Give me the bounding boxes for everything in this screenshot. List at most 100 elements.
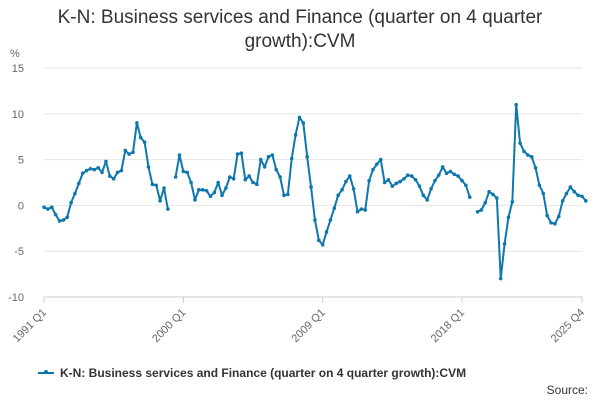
x-tick-label: 2009 Q1 — [289, 307, 327, 345]
data-point — [390, 184, 395, 188]
data-point — [235, 152, 240, 156]
data-point — [433, 178, 437, 183]
data-point — [258, 157, 263, 162]
data-point — [181, 169, 186, 174]
data-point — [332, 206, 337, 210]
data-point — [549, 221, 553, 225]
data-point — [324, 230, 329, 234]
series-line-segment-1 — [43, 121, 169, 222]
chart-title-line-2: growth):CVM — [244, 31, 356, 52]
data-point — [77, 181, 81, 186]
data-point — [274, 167, 279, 172]
data-point — [355, 210, 360, 214]
data-point — [584, 199, 588, 203]
data-point — [193, 198, 197, 202]
chart-title: K-N: Business services and Finance (quar… — [0, 6, 600, 54]
legend-series-label: K-N: Business services and Finance (quar… — [60, 366, 467, 380]
data-point — [421, 193, 426, 198]
data-point — [100, 170, 104, 175]
data-point — [127, 152, 131, 156]
data-point — [293, 133, 298, 137]
data-point — [436, 173, 441, 177]
data-point — [386, 177, 391, 182]
data-point — [522, 149, 526, 154]
data-point — [231, 177, 236, 181]
data-point — [309, 185, 313, 189]
data-point — [456, 174, 460, 178]
y-tick-label: 15 — [12, 63, 24, 75]
data-point — [464, 183, 468, 188]
data-point — [243, 177, 248, 182]
data-point — [278, 175, 282, 179]
data-point — [104, 159, 108, 164]
data-point — [556, 214, 561, 219]
legend-series-swatch-icon — [38, 370, 54, 374]
data-point — [138, 135, 143, 140]
data-point — [286, 192, 290, 197]
series-line-segment-3 — [477, 103, 587, 280]
data-point — [347, 174, 352, 178]
data-point — [553, 221, 557, 226]
data-point — [197, 188, 201, 192]
data-point — [398, 179, 402, 184]
data-point — [123, 148, 128, 153]
data-point — [42, 205, 46, 210]
data-point — [80, 171, 85, 176]
y-axis: % -10 -5 0 5 10 15 — [8, 48, 24, 304]
x-tick-label: 2000 Q1 — [150, 307, 188, 345]
data-point — [146, 165, 151, 169]
chart-title-line-1: K-N: Business services and Finance (quar… — [57, 7, 543, 28]
data-point — [378, 157, 383, 162]
data-point — [576, 193, 580, 198]
y-axis-label: % — [10, 48, 20, 60]
data-point — [394, 181, 399, 186]
data-point — [208, 194, 213, 199]
plot-area — [42, 102, 588, 281]
data-point — [382, 180, 387, 185]
x-tick-label: 2025 Q4 — [549, 307, 587, 345]
data-point — [84, 168, 89, 173]
data-point — [266, 155, 271, 159]
data-point — [154, 183, 159, 188]
data-point — [413, 177, 418, 182]
data-point — [375, 162, 379, 166]
data-point — [460, 178, 464, 183]
data-point — [177, 153, 182, 157]
y-tick-label: 5 — [18, 155, 24, 167]
legend[interactable]: K-N: Business services and Finance (quar… — [38, 366, 466, 380]
y-tick-label: 10 — [12, 109, 24, 121]
data-point — [479, 208, 484, 212]
data-point — [142, 140, 147, 144]
data-point — [108, 174, 112, 178]
data-point — [367, 178, 371, 183]
data-point — [301, 121, 306, 125]
data-point — [506, 215, 511, 220]
data-point — [568, 185, 573, 189]
data-point — [317, 238, 321, 243]
data-point — [53, 212, 58, 217]
data-point — [560, 199, 565, 203]
data-point — [162, 186, 166, 190]
gridlines — [44, 67, 582, 298]
data-point — [119, 168, 124, 173]
data-point — [158, 199, 162, 203]
data-point — [305, 155, 309, 159]
data-point — [224, 186, 228, 190]
data-point — [73, 191, 77, 196]
data-point — [216, 180, 220, 185]
data-point — [510, 199, 515, 204]
data-point — [518, 141, 522, 145]
data-point — [49, 205, 54, 210]
y-tick-label: -5 — [14, 246, 24, 258]
y-tick-label: -10 — [8, 292, 24, 304]
data-point — [425, 198, 429, 202]
data-point — [526, 153, 530, 157]
source-label: Source: — [546, 383, 588, 397]
data-point — [336, 193, 340, 198]
x-tick-label: 2018 Q1 — [429, 307, 467, 345]
data-point — [351, 187, 356, 191]
data-point — [475, 210, 480, 214]
data-point — [429, 187, 433, 191]
data-point — [514, 102, 518, 107]
series-line-segment-2 — [174, 116, 471, 246]
